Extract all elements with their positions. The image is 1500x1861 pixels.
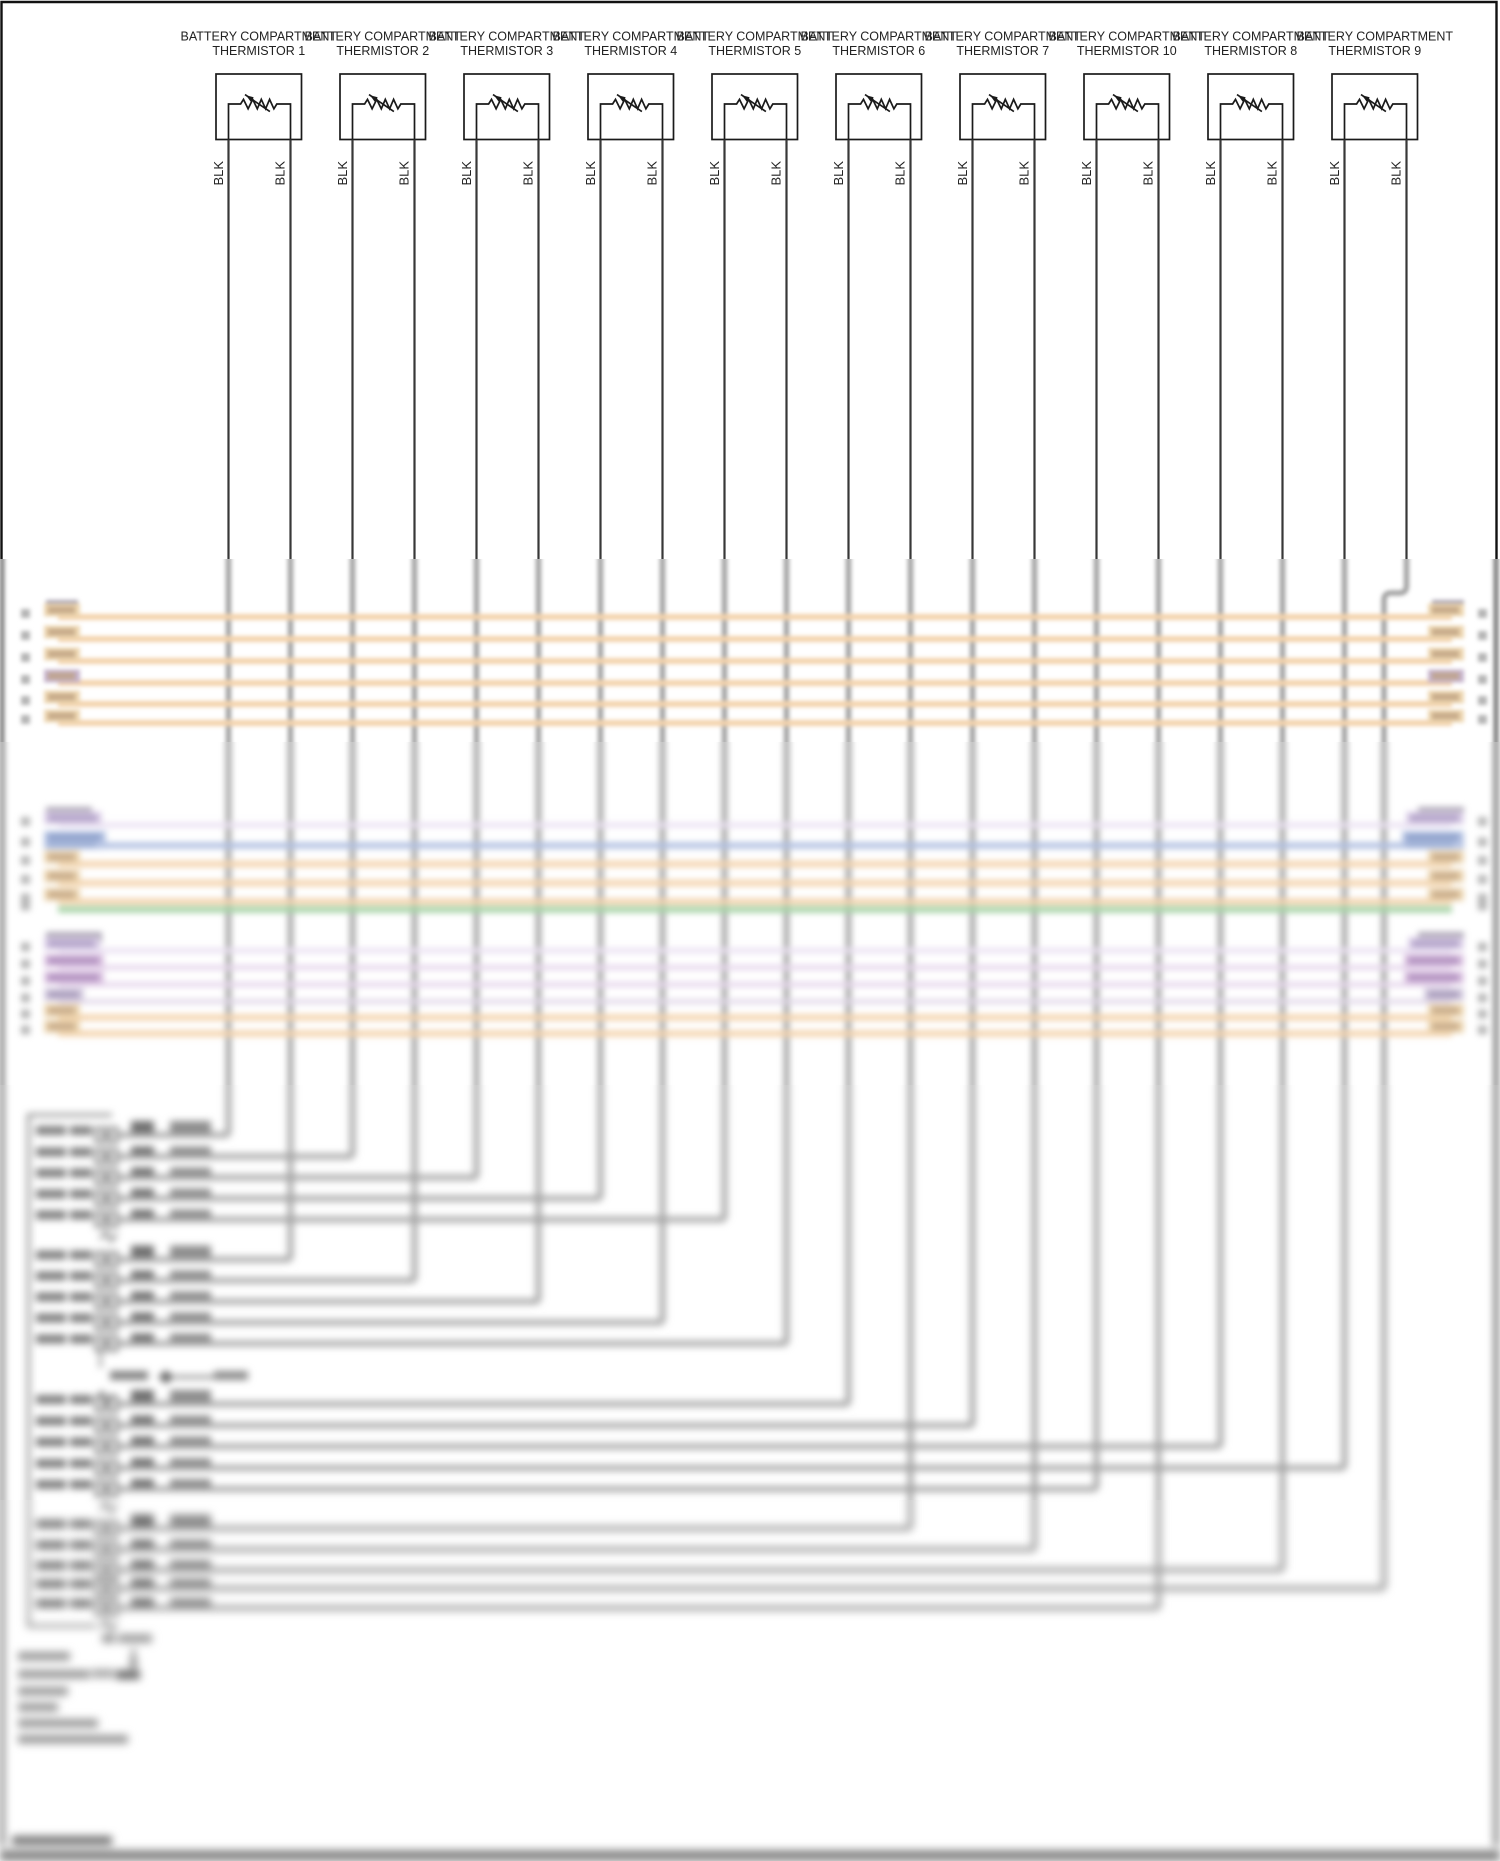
svg-text:THERMISTOR 7: THERMISTOR 7 xyxy=(956,44,1049,58)
svg-text:BLK: BLK xyxy=(521,161,536,186)
svg-text:BLK: BLK xyxy=(1141,161,1156,186)
svg-text:THERMISTOR 8: THERMISTOR 8 xyxy=(1204,44,1297,58)
svg-text:BATTERY COMPARTMENT: BATTERY COMPARTMENT xyxy=(305,30,462,44)
svg-text:THERMISTOR 5: THERMISTOR 5 xyxy=(708,44,801,58)
svg-text:BLK: BLK xyxy=(955,161,970,186)
svg-text:BLK: BLK xyxy=(1327,161,1342,186)
svg-text:THERMISTOR 3: THERMISTOR 3 xyxy=(460,44,553,58)
svg-text:THERMISTOR 1: THERMISTOR 1 xyxy=(212,44,305,58)
svg-text:BLK: BLK xyxy=(893,161,908,186)
svg-text:BLK: BLK xyxy=(769,161,784,186)
svg-text:BLK: BLK xyxy=(645,161,660,186)
svg-text:BATTERY COMPARTMENT: BATTERY COMPARTMENT xyxy=(925,30,1082,44)
svg-text:BATTERY COMPARTMENT: BATTERY COMPARTMENT xyxy=(429,30,586,44)
svg-text:BLK: BLK xyxy=(335,161,350,186)
svg-text:BLK: BLK xyxy=(831,161,846,186)
svg-text:THERMISTOR 4: THERMISTOR 4 xyxy=(584,44,677,58)
svg-text:THERMISTOR 10: THERMISTOR 10 xyxy=(1077,44,1177,58)
svg-text:BLK: BLK xyxy=(397,161,412,186)
svg-text:BLK: BLK xyxy=(211,161,226,186)
svg-text:BATTERY COMPARTMENT: BATTERY COMPARTMENT xyxy=(181,30,338,44)
svg-text:BATTERY COMPARTMENT: BATTERY COMPARTMENT xyxy=(1173,30,1330,44)
svg-text:BLK: BLK xyxy=(273,161,288,186)
svg-text:BLK: BLK xyxy=(583,161,598,186)
svg-text:THERMISTOR 9: THERMISTOR 9 xyxy=(1328,44,1421,58)
svg-text:BLK: BLK xyxy=(1203,161,1218,186)
svg-text:THERMISTOR 2: THERMISTOR 2 xyxy=(336,44,429,58)
svg-text:BATTERY COMPARTMENT: BATTERY COMPARTMENT xyxy=(1049,30,1206,44)
svg-text:BLK: BLK xyxy=(1017,161,1032,186)
svg-text:BATTERY COMPARTMENT: BATTERY COMPARTMENT xyxy=(801,30,958,44)
svg-text:THERMISTOR 6: THERMISTOR 6 xyxy=(832,44,925,58)
svg-text:BLK: BLK xyxy=(707,161,722,186)
svg-text:BATTERY COMPARTMENT: BATTERY COMPARTMENT xyxy=(553,30,710,44)
svg-text:BLK: BLK xyxy=(1265,161,1280,186)
svg-text:BLK: BLK xyxy=(1389,161,1404,186)
svg-text:BATTERY COMPARTMENT: BATTERY COMPARTMENT xyxy=(677,30,834,44)
svg-text:BATTERY COMPARTMENT: BATTERY COMPARTMENT xyxy=(1297,30,1454,44)
svg-text:BLK: BLK xyxy=(459,161,474,186)
svg-text:BLK: BLK xyxy=(1079,161,1094,186)
